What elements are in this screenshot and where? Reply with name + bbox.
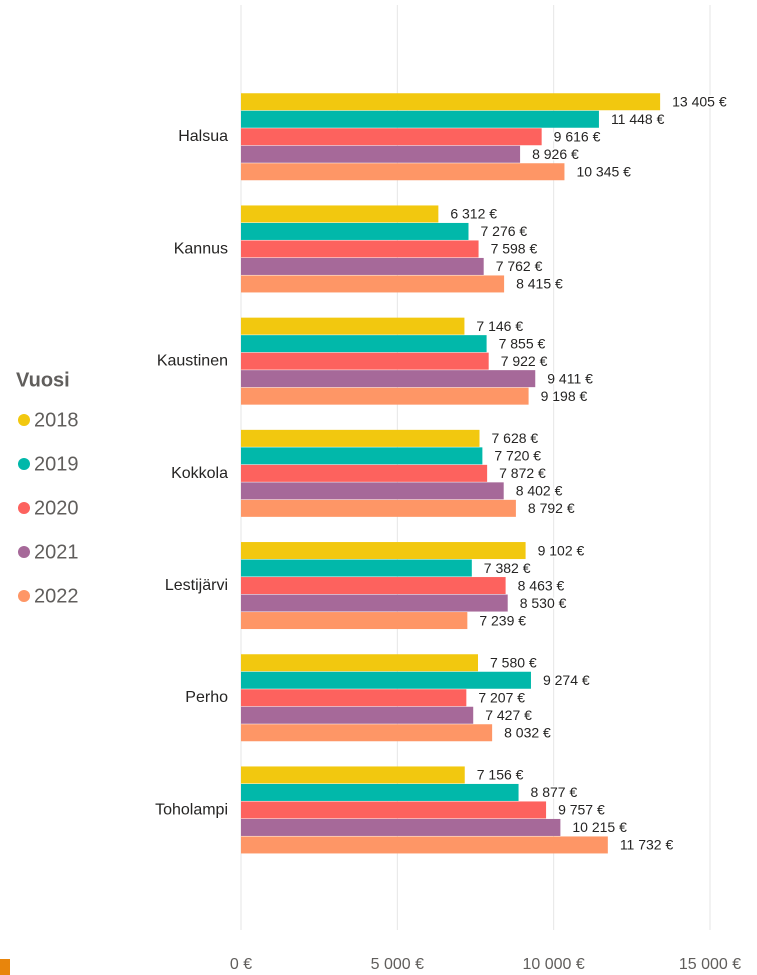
value-label: 8 530 € bbox=[520, 595, 567, 611]
value-label: 10 345 € bbox=[576, 163, 631, 179]
value-label: 9 757 € bbox=[558, 802, 605, 818]
value-label: 11 448 € bbox=[611, 111, 665, 127]
legend-label: 2018 bbox=[34, 409, 79, 431]
bar bbox=[241, 257, 484, 275]
value-label: 7 382 € bbox=[484, 560, 531, 576]
bar bbox=[241, 594, 508, 612]
bar bbox=[241, 275, 505, 293]
bar bbox=[241, 145, 521, 163]
bar bbox=[241, 93, 661, 111]
bar bbox=[241, 836, 608, 854]
value-label: 7 598 € bbox=[491, 241, 538, 257]
value-label: 8 926 € bbox=[532, 146, 579, 162]
value-label: 8 032 € bbox=[504, 724, 551, 740]
legend-marker bbox=[18, 414, 30, 426]
value-label: 8 463 € bbox=[518, 577, 565, 593]
bar bbox=[241, 240, 479, 258]
bar bbox=[241, 499, 516, 517]
value-label: 6 312 € bbox=[450, 206, 497, 222]
category-label: Kaustinen bbox=[157, 353, 228, 370]
bar bbox=[241, 577, 506, 595]
value-label: 7 207 € bbox=[478, 689, 525, 705]
value-label: 7 762 € bbox=[496, 258, 543, 274]
value-label: 7 146 € bbox=[476, 318, 523, 334]
legend-marker bbox=[18, 590, 30, 602]
bar bbox=[241, 559, 472, 577]
bar bbox=[241, 766, 465, 784]
value-label: 7 720 € bbox=[494, 448, 541, 464]
value-label: 7 239 € bbox=[479, 612, 526, 628]
value-label: 9 274 € bbox=[543, 672, 590, 688]
x-tick-label: 10 000 € bbox=[523, 956, 585, 973]
bar bbox=[241, 387, 529, 405]
category-label: Perho bbox=[185, 689, 228, 706]
bar bbox=[241, 706, 474, 724]
value-label: 9 102 € bbox=[538, 542, 585, 558]
value-label: 7 427 € bbox=[485, 707, 532, 723]
value-label: 7 855 € bbox=[499, 335, 546, 351]
value-label: 9 198 € bbox=[541, 388, 588, 404]
value-label: 7 872 € bbox=[499, 465, 546, 481]
value-label: 7 276 € bbox=[480, 223, 527, 239]
bar bbox=[241, 447, 483, 465]
legend-marker bbox=[18, 502, 30, 514]
bar bbox=[241, 163, 565, 181]
value-label: 8 402 € bbox=[516, 483, 563, 499]
bar bbox=[241, 205, 439, 223]
value-label: 8 792 € bbox=[528, 500, 575, 516]
bar bbox=[241, 464, 488, 482]
bar bbox=[241, 482, 504, 500]
bar bbox=[241, 818, 561, 836]
bar bbox=[241, 654, 479, 672]
x-tick-label: 0 € bbox=[230, 956, 252, 973]
legend-marker bbox=[18, 546, 30, 558]
bar bbox=[241, 429, 480, 447]
category-label: Kokkola bbox=[171, 465, 228, 482]
value-label: 11 732 € bbox=[620, 837, 674, 853]
bar bbox=[241, 128, 542, 146]
bar bbox=[241, 352, 489, 370]
bar bbox=[241, 110, 599, 128]
bar bbox=[241, 801, 547, 819]
value-label: 8 877 € bbox=[531, 784, 578, 800]
category-label: Toholampi bbox=[155, 801, 228, 818]
legend-label: 2022 bbox=[34, 585, 79, 607]
corner-marker bbox=[0, 959, 10, 975]
value-label: 7 922 € bbox=[501, 353, 548, 369]
value-label: 13 405 € bbox=[672, 93, 727, 109]
bar bbox=[241, 724, 493, 742]
category-label: Lestijärvi bbox=[165, 577, 228, 594]
legend-label: 2019 bbox=[34, 453, 79, 475]
legend-label: 2020 bbox=[34, 497, 79, 519]
value-label: 10 215 € bbox=[572, 819, 627, 835]
value-label: 9 411 € bbox=[547, 370, 593, 386]
category-label: Kannus bbox=[174, 240, 228, 257]
value-label: 7 628 € bbox=[492, 430, 539, 446]
x-tick-label: 5 000 € bbox=[371, 956, 424, 973]
bar bbox=[241, 317, 465, 335]
bar bbox=[241, 783, 519, 801]
legend-title: Vuosi bbox=[16, 369, 70, 391]
x-tick-label: 15 000 € bbox=[679, 956, 741, 973]
bar bbox=[241, 689, 467, 707]
value-label: 8 415 € bbox=[516, 276, 563, 292]
category-label: Halsua bbox=[178, 128, 228, 145]
value-label: 7 580 € bbox=[490, 654, 537, 670]
bar bbox=[241, 612, 468, 630]
value-label: 7 156 € bbox=[477, 767, 524, 783]
legend-label: 2021 bbox=[34, 541, 79, 563]
bar bbox=[241, 370, 536, 388]
bar bbox=[241, 671, 531, 689]
legend-marker bbox=[18, 458, 30, 470]
bar bbox=[241, 222, 469, 240]
bar bbox=[241, 542, 526, 560]
bar bbox=[241, 335, 487, 353]
value-label: 9 616 € bbox=[554, 128, 601, 144]
